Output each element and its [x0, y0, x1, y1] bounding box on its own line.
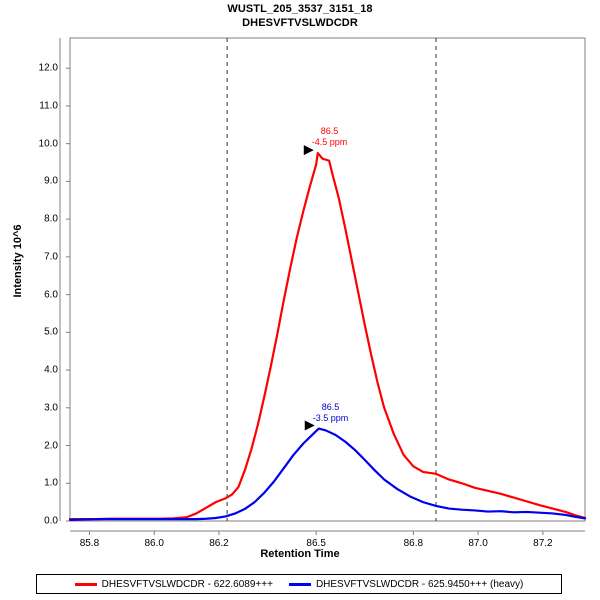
- y-tick-label: 0.0: [44, 515, 58, 527]
- legend-label-heavy: DHESVFTVSLWDCDR - 625.9450+++ (heavy): [315, 578, 524, 590]
- plot-frame: [69, 37, 586, 522]
- y-tick-label: 11.0: [39, 100, 58, 112]
- y-tick-label: 8.0: [44, 213, 58, 225]
- x-tick-label: 85.8: [79, 538, 100, 549]
- legend-item-heavy[interactable]: DHESVFTVSLWDCDR - 625.9450+++ (heavy): [288, 578, 524, 590]
- y-tick-label: 9.0: [44, 175, 58, 187]
- x-tick-label: 87.2: [533, 538, 553, 549]
- annotation-mass-error: -4.5 ppm: [311, 137, 348, 148]
- chart-title-line2: DHESVFTVSLWDCDR: [242, 17, 358, 29]
- y-tick-label: 12.0: [38, 62, 58, 74]
- y-tick-label: 1.0: [44, 477, 58, 489]
- y-tick-label: 10.0: [38, 138, 58, 150]
- trace-heavy[interactable]: [68, 427, 587, 521]
- x-axis-label: Retention Time: [260, 548, 340, 560]
- blue-peak-annotation: 86.5 -3.5 ppm: [313, 402, 349, 424]
- x-tick-label: 86.8: [403, 538, 424, 549]
- y-tick-label: 6.0: [44, 289, 58, 301]
- legend-swatch-heavy-icon: [288, 582, 311, 586]
- y-tick-label: 5.0: [44, 326, 58, 338]
- legend: DHESVFTVSLWDCDR - 622.6089+++ DHESVFTVSL…: [36, 574, 562, 594]
- x-tick-label: 86.2: [209, 538, 229, 549]
- legend-swatch-light-icon: [74, 582, 97, 586]
- annotation-mass-error: -3.5 ppm: [312, 412, 349, 423]
- y-tick-label: 3.0: [44, 402, 58, 414]
- peak-marker-triangle-icon: [303, 145, 314, 156]
- x-tick-label: 86.5: [306, 538, 326, 549]
- x-tick-label: 86.0: [144, 538, 164, 549]
- x-tick-label: 87.0: [468, 538, 488, 549]
- chart-title: WUSTL_205_3537_3151_18 DHESVFTVSLWDCDR: [0, 2, 600, 30]
- chart-title-line1: WUSTL_205_3537_3151_18: [227, 3, 373, 15]
- red-peak-annotation: 86.5 -4.5 ppm: [312, 126, 348, 148]
- legend-label-light: DHESVFTVSLWDCDR - 622.6089+++: [101, 578, 273, 590]
- y-tick-label: 7.0: [44, 251, 58, 263]
- trace-light[interactable]: [68, 151, 587, 521]
- peak-marker-triangle-icon: [304, 420, 315, 431]
- y-tick-label: 4.0: [44, 364, 58, 376]
- legend-item-light[interactable]: DHESVFTVSLWDCDR - 622.6089+++: [74, 578, 273, 590]
- y-tick-label: 2.0: [44, 440, 58, 452]
- annotation-retention-time: 86.5: [320, 126, 339, 137]
- annotation-retention-time: 86.5: [321, 401, 340, 412]
